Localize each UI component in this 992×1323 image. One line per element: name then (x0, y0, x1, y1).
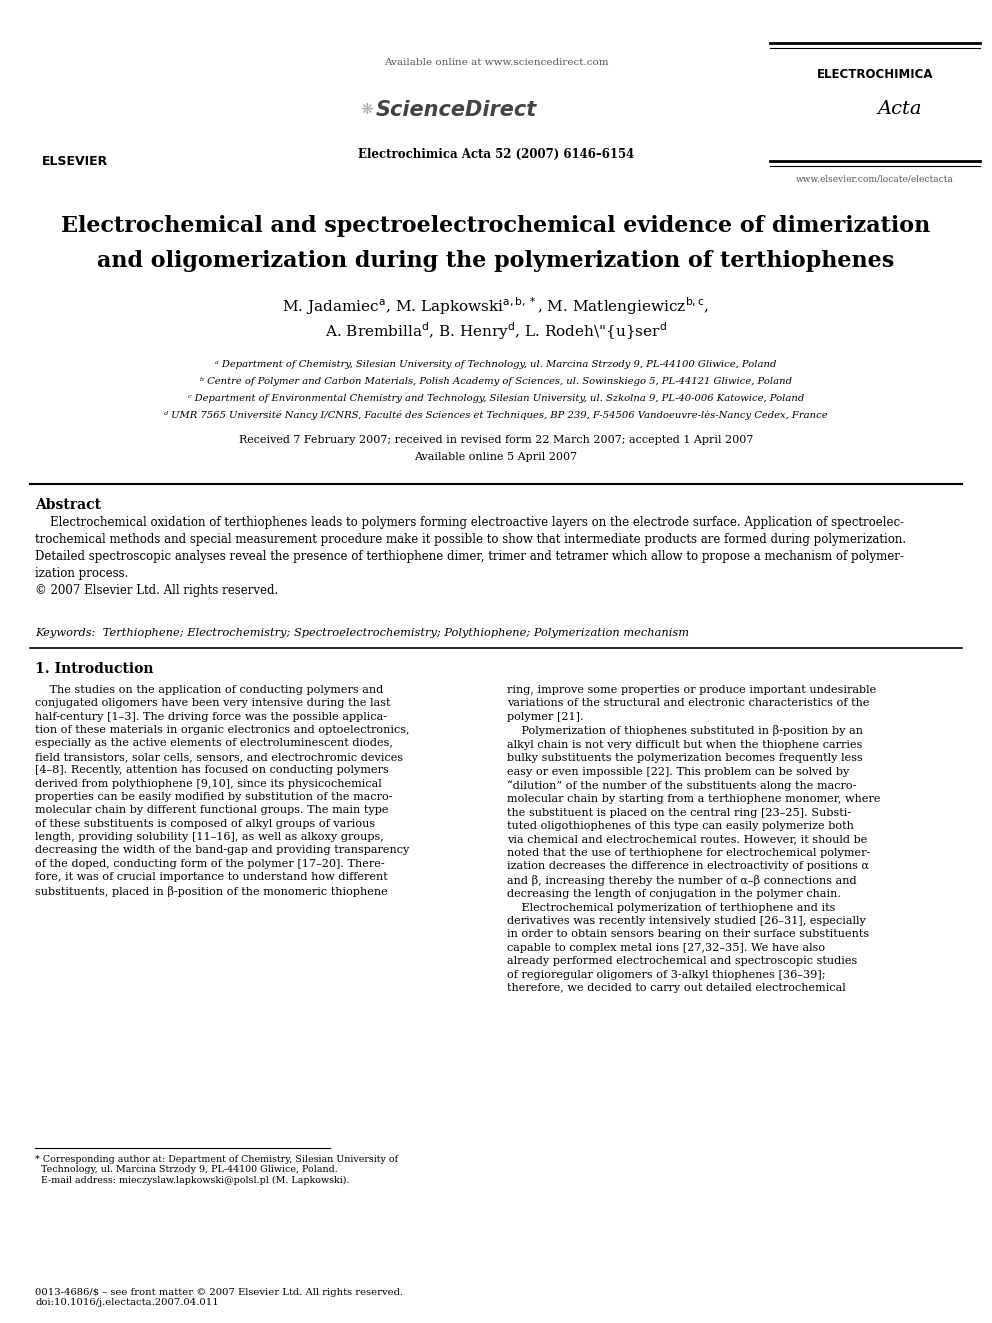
Text: Keywords:  Terthiophene; Electrochemistry; Spectroelectrochemistry; Polythiophen: Keywords: Terthiophene; Electrochemistry… (35, 628, 689, 638)
Text: Received 7 February 2007; received in revised form 22 March 2007; accepted 1 Apr: Received 7 February 2007; received in re… (239, 435, 753, 445)
Text: ᵇ Centre of Polymer and Carbon Materials, Polish Academy of Sciences, ul. Sowins: ᵇ Centre of Polymer and Carbon Materials… (200, 377, 792, 386)
Text: and oligomerization during the polymerization of terthiophenes: and oligomerization during the polymeriz… (97, 250, 895, 273)
Text: Acta: Acta (878, 101, 923, 118)
Text: 0013-4686/$ – see front matter © 2007 Elsevier Ltd. All rights reserved.
doi:10.: 0013-4686/$ – see front matter © 2007 El… (35, 1289, 403, 1307)
Text: ᵃ Department of Chemistry, Silesian University of Technology, ul. Marcina Strzod: ᵃ Department of Chemistry, Silesian Univ… (215, 360, 777, 369)
Text: ❋: ❋ (361, 102, 373, 116)
Text: Available online 5 April 2007: Available online 5 April 2007 (415, 452, 577, 462)
Text: ELSEVIER: ELSEVIER (42, 155, 108, 168)
Text: Electrochemical oxidation of terthiophenes leads to polymers forming electroacti: Electrochemical oxidation of terthiophen… (35, 516, 906, 597)
Text: The studies on the application of conducting polymers and
conjugated oligomers h: The studies on the application of conduc… (35, 685, 410, 897)
Text: www.elsevier.com/locate/electacta: www.elsevier.com/locate/electacta (796, 175, 954, 183)
Text: ᵈ UMR 7565 Université Nancy I/CNRS, Faculté des Sciences et Techniques, BP 239, : ᵈ UMR 7565 Université Nancy I/CNRS, Facu… (165, 411, 827, 421)
Text: ScienceDirect: ScienceDirect (376, 101, 537, 120)
Text: Abstract: Abstract (35, 497, 101, 512)
Text: * Corresponding author at: Department of Chemistry, Silesian University of
  Tec: * Corresponding author at: Department of… (35, 1155, 398, 1185)
Text: M. Jadamiec$^{\mathsf{a}}$, M. Lapkowski$^{\mathsf{a,b,*}}$, M. Matlengiewicz$^{: M. Jadamiec$^{\mathsf{a}}$, M. Lapkowski… (283, 295, 709, 316)
Text: ELECTROCHIMICA: ELECTROCHIMICA (816, 67, 933, 81)
Text: 1. Introduction: 1. Introduction (35, 662, 154, 676)
Text: A. Brembilla$^{\mathsf{d}}$, B. Henry$^{\mathsf{d}}$, L. Rodeh\"{u}ser$^{\mathsf: A. Brembilla$^{\mathsf{d}}$, B. Henry$^{… (325, 320, 667, 341)
Text: Available online at www.sciencedirect.com: Available online at www.sciencedirect.co… (384, 58, 608, 67)
Text: ᶜ Department of Environmental Chemistry and Technology, Silesian University, ul.: ᶜ Department of Environmental Chemistry … (187, 394, 805, 404)
Text: Electrochemical and spectroelectrochemical evidence of dimerization: Electrochemical and spectroelectrochemic… (62, 216, 930, 237)
Text: ring, improve some properties or produce important undesirable
variations of the: ring, improve some properties or produce… (507, 685, 881, 992)
Text: Electrochimica Acta 52 (2007) 6146–6154: Electrochimica Acta 52 (2007) 6146–6154 (358, 148, 634, 161)
